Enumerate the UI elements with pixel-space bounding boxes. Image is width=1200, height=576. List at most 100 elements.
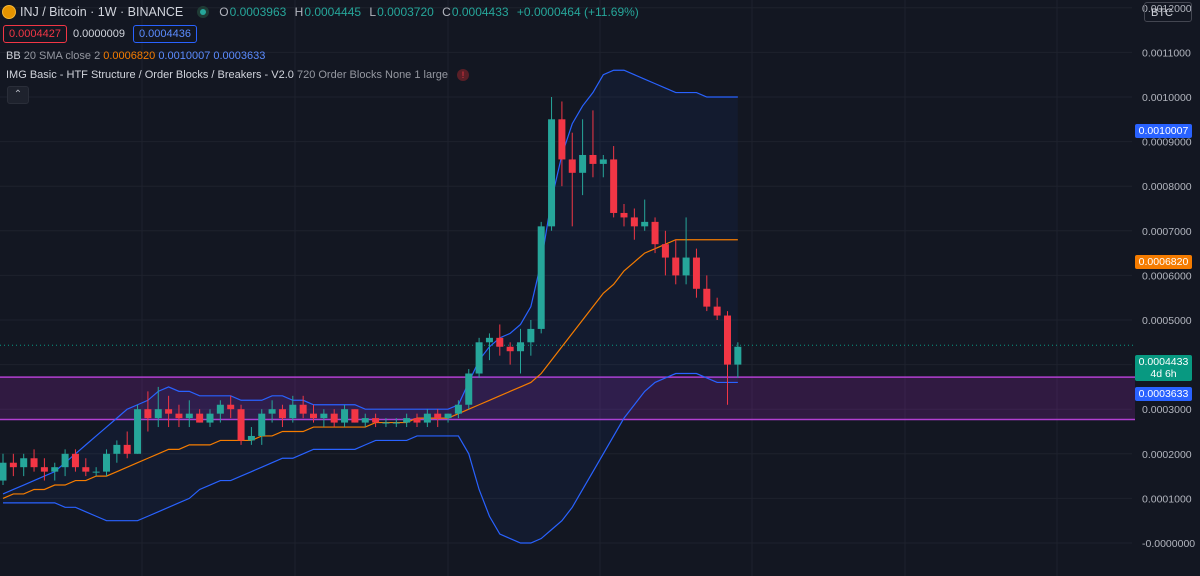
candle-bear	[506, 346, 514, 352]
candle-bear	[144, 409, 152, 419]
candle-bear	[630, 217, 638, 227]
y-axis-tick-label: 0.0005000	[1142, 315, 1192, 327]
candle-bull	[320, 413, 328, 419]
candle-bull	[185, 413, 193, 419]
candle-bear	[661, 244, 669, 258]
candle-bull	[113, 444, 121, 454]
candle-bull	[289, 404, 297, 419]
candle-bull	[517, 342, 524, 352]
candle-bear	[651, 221, 659, 245]
y-axis-tick-label: 0.0011000	[1142, 47, 1191, 59]
bb-lower-line	[3, 372, 738, 544]
y-axis-tick-label: 0.0007000	[1142, 226, 1192, 238]
candle-bull	[61, 453, 69, 468]
candle-bull	[485, 337, 493, 343]
candle-bear	[123, 444, 131, 454]
candle-bear	[413, 418, 421, 423]
candle-bull	[423, 413, 431, 423]
candle-bear	[558, 119, 566, 160]
candle-bull	[454, 404, 462, 414]
candle-bear	[40, 467, 48, 472]
candle-bull	[527, 328, 535, 343]
y-axis-tick-label: 0.0012000	[1142, 3, 1192, 15]
currency-button[interactable]: BTC	[1144, 2, 1192, 22]
candle-bull	[465, 373, 473, 405]
chart-header: INJ / Bitcoin · 1W · BINANCE O0.0003963 …	[0, 0, 644, 24]
candle-bear	[9, 462, 17, 468]
y-axis-tick-label: 0.0010000	[1142, 92, 1192, 104]
candle-bear	[434, 413, 442, 419]
low-value: 0.0003720	[377, 5, 434, 19]
spread-value: 0.0000009	[73, 28, 125, 40]
candle-bear	[672, 257, 680, 276]
candle-bear	[703, 288, 711, 307]
candle-bear	[165, 409, 173, 414]
y-axis-tick-label: 0.0003000	[1142, 404, 1192, 416]
candle-bear	[724, 315, 731, 365]
candle-bull	[361, 418, 369, 423]
bb-basis-value: 0.0006820	[103, 50, 156, 62]
candle-bull	[341, 409, 349, 423]
candle-bull	[51, 467, 59, 472]
market-open-dot-icon	[197, 6, 210, 18]
candle-bear	[568, 159, 576, 173]
symbol-title[interactable]: INJ / Bitcoin · 1W · BINANCE	[20, 5, 184, 19]
bb-upper-line	[2, 69, 738, 495]
candle-bull	[154, 409, 162, 419]
candle-bear	[299, 404, 307, 414]
candle-bear	[351, 409, 359, 423]
candle-bear	[620, 212, 628, 218]
img-indicator-legend[interactable]: IMG Basic - HTF Structure / Order Blocks…	[6, 69, 470, 81]
y-axis-tick-label: -0.0000000	[1142, 538, 1195, 550]
candle-bull	[134, 409, 142, 454]
candle-bear	[175, 413, 183, 419]
candle-bull	[206, 413, 214, 423]
chevron-up-icon[interactable]: ⌃	[7, 86, 29, 104]
candle-bear	[278, 409, 286, 419]
y-axis-tick-label: 0.0006000	[1142, 270, 1192, 282]
bb-band-fill	[3, 70, 738, 544]
y-axis-tick-label: 0.0008000	[1142, 181, 1192, 193]
candle-bear	[310, 413, 317, 419]
candle-bull	[247, 435, 255, 441]
bb-upper-value: 0.0010007	[158, 50, 211, 62]
candle-bear	[713, 306, 721, 316]
candle-bull	[92, 471, 100, 473]
high-value: 0.0004445	[304, 5, 362, 19]
candle-bear	[196, 413, 204, 423]
bb-upper-price-tag: 0.0010007	[1135, 124, 1192, 138]
candle-bear	[496, 337, 504, 347]
candle-bull	[579, 154, 587, 173]
candle-bull	[403, 418, 411, 423]
candle-bear	[692, 257, 700, 289]
bb-lower-price-tag: 0.0003633	[1135, 387, 1192, 401]
candle-bear	[82, 467, 90, 472]
candle-bear	[237, 409, 245, 441]
candle-bull	[475, 342, 483, 374]
open-value: 0.0003963	[229, 5, 287, 19]
candle-bull	[444, 413, 452, 419]
candle-bull	[258, 413, 266, 436]
candle-bull	[682, 257, 690, 276]
candle-bull	[268, 409, 276, 414]
y-axis-tick-label: 0.0002000	[1142, 449, 1192, 461]
candle-bull	[599, 159, 607, 164]
candle-bear	[330, 413, 338, 423]
bb-indicator-legend[interactable]: BB 20 SMA close 2 0.0006820 0.0010007 0.…	[6, 50, 266, 62]
warning-icon[interactable]: !	[457, 69, 470, 81]
sell-price-box[interactable]: 0.0004427	[3, 25, 67, 43]
bb-basis-price-tag: 0.0006820	[1135, 255, 1192, 269]
candle-bull	[641, 221, 649, 227]
bid-ask-row: 0.0004427 0.0000009 0.0004436	[3, 25, 203, 43]
close-value: 0.0004433	[451, 5, 509, 19]
candle-bear	[372, 418, 380, 423]
bb-basis-line	[2, 239, 738, 499]
candle-bull	[0, 462, 7, 481]
y-axis-tick-label: 0.0001000	[1142, 493, 1192, 505]
bb-lower-value: 0.0003633	[213, 50, 266, 62]
inj-coin-icon	[2, 5, 16, 19]
candle-bull	[382, 422, 390, 424]
buy-price-box[interactable]: 0.0004436	[133, 25, 197, 43]
current-price-tag: 0.0004433 4d 6h	[1135, 355, 1192, 381]
